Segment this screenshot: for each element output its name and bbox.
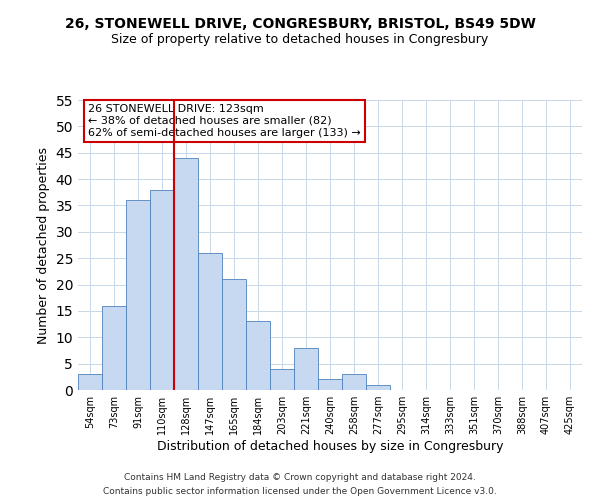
Bar — [126, 200, 150, 390]
Text: Size of property relative to detached houses in Congresbury: Size of property relative to detached ho… — [112, 32, 488, 46]
Bar — [270, 369, 294, 390]
Bar — [366, 384, 390, 390]
Bar — [318, 380, 342, 390]
Y-axis label: Number of detached properties: Number of detached properties — [37, 146, 50, 344]
Bar — [294, 348, 318, 390]
Bar — [78, 374, 102, 390]
Bar — [246, 322, 270, 390]
Bar — [174, 158, 198, 390]
Text: Contains HM Land Registry data © Crown copyright and database right 2024.: Contains HM Land Registry data © Crown c… — [124, 473, 476, 482]
Text: 26, STONEWELL DRIVE, CONGRESBURY, BRISTOL, BS49 5DW: 26, STONEWELL DRIVE, CONGRESBURY, BRISTO… — [65, 18, 535, 32]
Text: 26 STONEWELL DRIVE: 123sqm
← 38% of detached houses are smaller (82)
62% of semi: 26 STONEWELL DRIVE: 123sqm ← 38% of deta… — [88, 104, 361, 138]
Text: Contains public sector information licensed under the Open Government Licence v3: Contains public sector information licen… — [103, 486, 497, 496]
Bar — [222, 280, 246, 390]
Bar — [102, 306, 126, 390]
Bar — [198, 253, 222, 390]
X-axis label: Distribution of detached houses by size in Congresbury: Distribution of detached houses by size … — [157, 440, 503, 453]
Bar — [150, 190, 174, 390]
Bar — [342, 374, 366, 390]
